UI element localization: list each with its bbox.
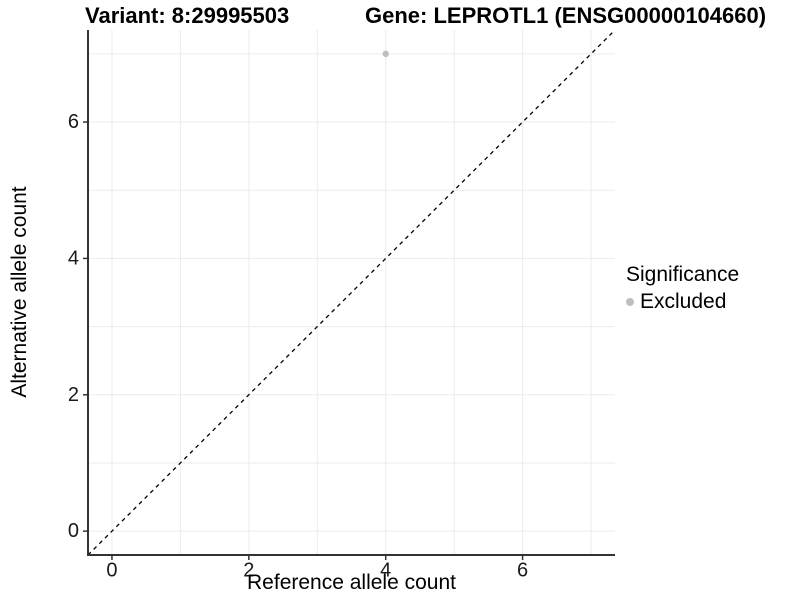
legend-point-swatch-icon bbox=[626, 298, 634, 306]
x-tick-label: 4 bbox=[380, 560, 391, 582]
x-axis-title: Reference allele count bbox=[247, 571, 456, 594]
y-tick-label: 0 bbox=[68, 520, 79, 542]
x-tick-label: 2 bbox=[243, 560, 254, 582]
y-tick-label: 4 bbox=[68, 247, 79, 269]
legend: Significance Excluded bbox=[626, 263, 739, 314]
legend-entry-label: Excluded bbox=[640, 290, 727, 313]
identity-line bbox=[87, 29, 616, 556]
y-axis-title: Alternative allele count bbox=[8, 186, 31, 398]
y-tick-label: 6 bbox=[68, 111, 79, 133]
variant-title: Variant: 8:29995503 bbox=[85, 3, 290, 28]
gene-title: Gene: LEPROTL1 (ENSG00000104660) bbox=[365, 3, 767, 28]
data-point bbox=[382, 50, 389, 58]
legend-title: Significance bbox=[626, 263, 740, 286]
x-tick-label: 0 bbox=[106, 560, 117, 582]
x-tick-label: 6 bbox=[517, 560, 528, 582]
legend-entry: Excluded bbox=[626, 290, 739, 314]
y-tick-label: 2 bbox=[68, 384, 79, 406]
